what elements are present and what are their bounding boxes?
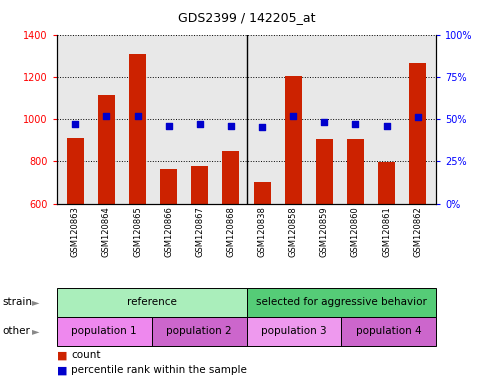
Bar	[316, 139, 333, 330]
Point	[165, 123, 173, 129]
Text: ■: ■	[57, 366, 67, 376]
Point	[352, 121, 359, 127]
Point	[258, 124, 266, 131]
Text: strain: strain	[2, 297, 33, 308]
Bar	[152, 317, 246, 346]
Point	[227, 123, 235, 129]
Text: ►: ►	[32, 326, 39, 336]
Text: selected for aggressive behavior: selected for aggressive behavior	[256, 297, 427, 308]
Bar	[378, 162, 395, 330]
Text: percentile rank within the sample: percentile rank within the sample	[71, 366, 247, 376]
Bar	[57, 288, 246, 317]
Bar	[341, 317, 436, 346]
Text: population 1: population 1	[71, 326, 137, 336]
Text: count: count	[71, 350, 101, 360]
Bar	[246, 317, 341, 346]
Point	[289, 113, 297, 119]
Point	[71, 121, 79, 127]
Bar	[67, 138, 84, 330]
Bar	[246, 288, 436, 317]
Bar	[191, 166, 209, 330]
Text: ■: ■	[57, 350, 67, 360]
Bar	[222, 151, 240, 330]
Bar	[347, 139, 364, 330]
Text: other: other	[2, 326, 31, 336]
Point	[196, 121, 204, 127]
Point	[103, 113, 110, 119]
Bar	[98, 95, 115, 330]
Text: reference: reference	[127, 297, 176, 308]
Text: GDS2399 / 142205_at: GDS2399 / 142205_at	[178, 12, 315, 25]
Point	[320, 119, 328, 126]
Point	[383, 123, 390, 129]
Text: population 3: population 3	[261, 326, 327, 336]
Bar	[284, 76, 302, 330]
Text: population 4: population 4	[356, 326, 422, 336]
Bar	[409, 63, 426, 330]
Point	[414, 114, 422, 121]
Bar	[160, 169, 177, 330]
Bar	[129, 54, 146, 330]
Bar	[57, 317, 152, 346]
Bar	[253, 182, 271, 330]
Text: ►: ►	[32, 297, 39, 308]
Point	[134, 113, 141, 119]
Text: population 2: population 2	[166, 326, 232, 336]
